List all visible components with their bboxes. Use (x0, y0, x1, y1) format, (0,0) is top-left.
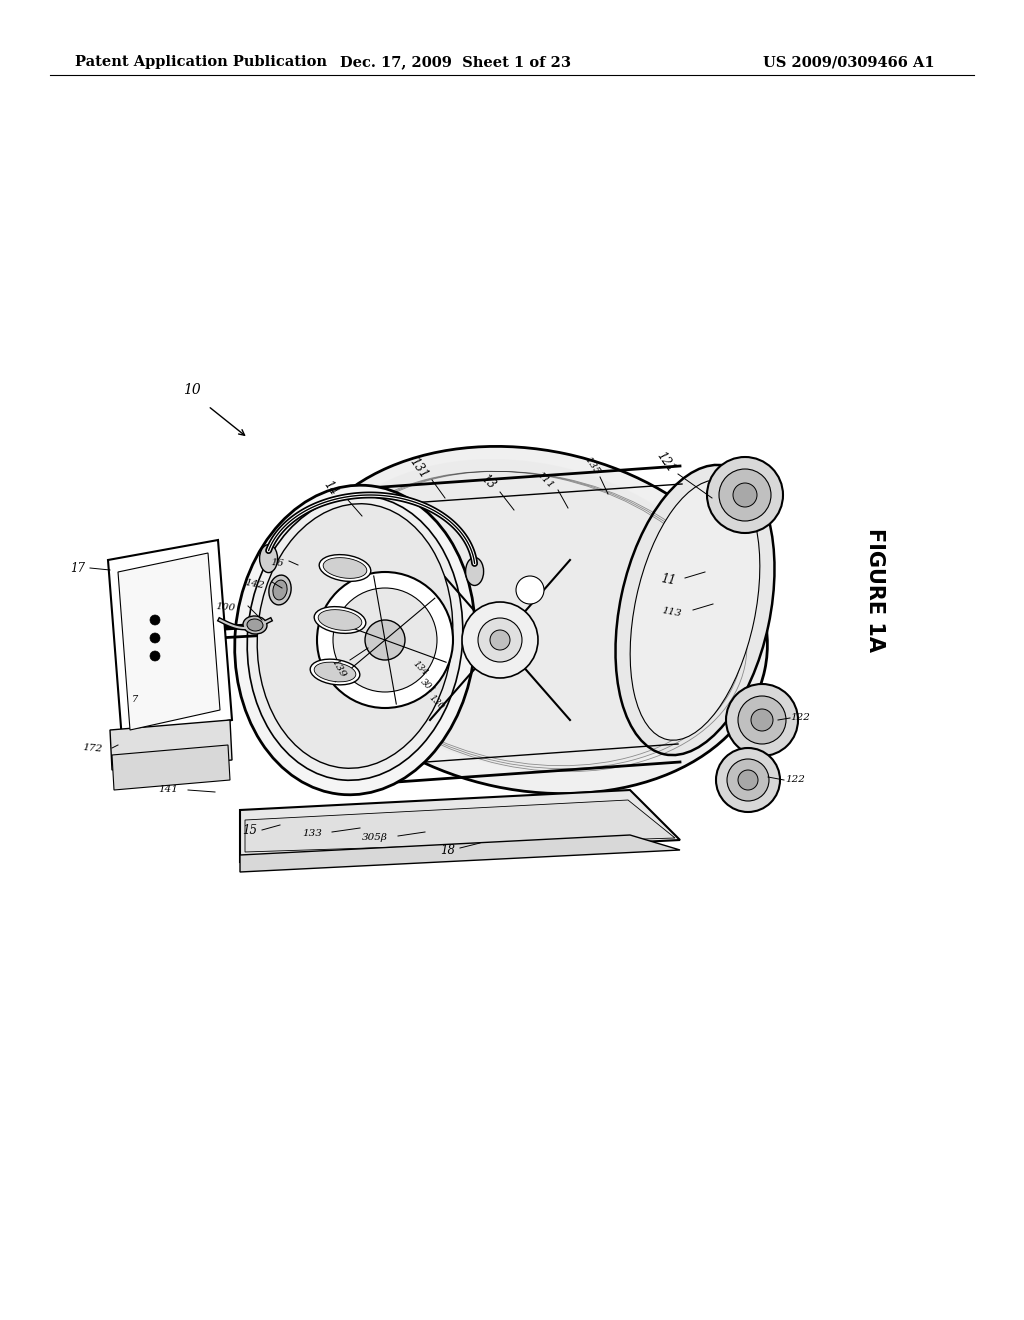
Circle shape (462, 602, 538, 678)
Text: 122: 122 (791, 714, 810, 722)
Text: Patent Application Publication: Patent Application Publication (75, 55, 327, 69)
Circle shape (365, 620, 406, 660)
Ellipse shape (314, 607, 366, 634)
Ellipse shape (314, 663, 355, 682)
Text: FIGURE 1A: FIGURE 1A (865, 528, 885, 652)
Text: 7: 7 (132, 696, 138, 705)
Circle shape (150, 615, 160, 624)
Circle shape (751, 709, 773, 731)
Polygon shape (240, 789, 680, 862)
Ellipse shape (243, 616, 267, 634)
Circle shape (333, 587, 437, 692)
Text: 139: 139 (329, 657, 347, 678)
Text: 13: 13 (478, 473, 498, 492)
Text: 122: 122 (785, 776, 805, 784)
Ellipse shape (319, 554, 371, 581)
Polygon shape (118, 553, 220, 730)
Text: 134: 134 (411, 659, 429, 677)
Circle shape (490, 630, 510, 649)
Circle shape (719, 469, 771, 521)
Text: 305β: 305β (362, 833, 388, 842)
Text: 133: 133 (302, 829, 322, 838)
Ellipse shape (324, 557, 367, 578)
Text: 113: 113 (662, 606, 683, 618)
Ellipse shape (630, 479, 760, 741)
Circle shape (150, 634, 160, 643)
Text: Dec. 17, 2009  Sheet 1 of 23: Dec. 17, 2009 Sheet 1 of 23 (340, 55, 570, 69)
Text: 100: 100 (215, 602, 236, 612)
Text: 130: 130 (427, 693, 445, 711)
Circle shape (727, 759, 769, 801)
Text: 141: 141 (158, 785, 178, 795)
Ellipse shape (293, 446, 767, 793)
Ellipse shape (318, 610, 361, 631)
Ellipse shape (272, 579, 287, 599)
Text: 17: 17 (71, 561, 85, 574)
Text: 131: 131 (407, 455, 430, 480)
Circle shape (317, 572, 453, 708)
Ellipse shape (269, 576, 291, 605)
Text: 142: 142 (245, 578, 265, 590)
Text: 15: 15 (243, 824, 257, 837)
Text: 14: 14 (321, 478, 340, 498)
Ellipse shape (257, 504, 453, 768)
Circle shape (516, 576, 544, 605)
Circle shape (738, 770, 758, 789)
Circle shape (150, 651, 160, 661)
Circle shape (478, 618, 522, 663)
Text: US 2009/0309466 A1: US 2009/0309466 A1 (763, 55, 935, 69)
Ellipse shape (307, 459, 742, 771)
Text: 172: 172 (82, 743, 102, 754)
Text: 135: 135 (583, 455, 601, 477)
Ellipse shape (234, 486, 475, 795)
Text: 301: 301 (419, 677, 437, 696)
Text: 111: 111 (535, 470, 555, 490)
Text: 16: 16 (270, 558, 284, 568)
Text: 18: 18 (440, 843, 456, 857)
Circle shape (733, 483, 757, 507)
Polygon shape (108, 540, 232, 741)
Circle shape (707, 457, 783, 533)
Polygon shape (112, 744, 230, 789)
Circle shape (738, 696, 786, 744)
Text: 10: 10 (183, 383, 201, 397)
Circle shape (726, 684, 798, 756)
Ellipse shape (259, 545, 278, 573)
Ellipse shape (247, 496, 463, 780)
Ellipse shape (466, 557, 483, 586)
Text: 121: 121 (653, 449, 677, 475)
Polygon shape (245, 800, 675, 851)
Text: 11: 11 (659, 573, 677, 587)
Circle shape (716, 748, 780, 812)
Ellipse shape (615, 465, 774, 755)
Polygon shape (110, 719, 232, 770)
Polygon shape (240, 836, 680, 873)
Ellipse shape (310, 659, 359, 685)
Ellipse shape (247, 619, 263, 631)
